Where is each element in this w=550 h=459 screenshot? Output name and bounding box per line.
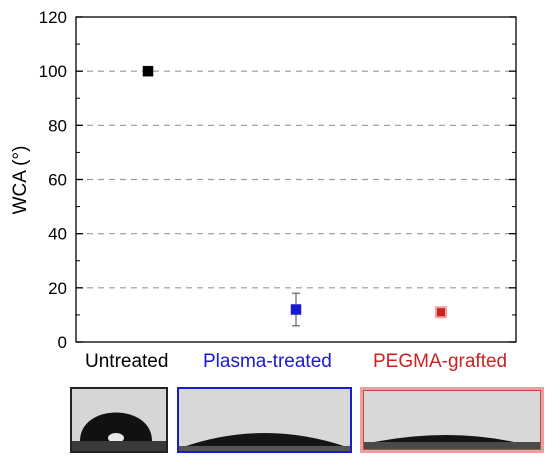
data-points: [142, 65, 447, 319]
y-tick-label: 20: [48, 279, 67, 298]
wca-chart: 0 20 40 60 80 100 120 WCA (°): [10, 8, 517, 350]
untreated-droplet-image: [72, 389, 166, 451]
y-tick-label: 120: [39, 8, 67, 27]
y-axis-ticks: 0 20 40 60 80 100 120: [39, 8, 516, 350]
data-point-plasma-treated: [290, 304, 302, 315]
category-label-pegma-grafted: PEGMA-grafted: [373, 351, 508, 372]
category-label-plasma-treated: Plasma-treated: [203, 351, 332, 372]
plasma-treated-droplet-photo: [177, 387, 352, 453]
data-point-untreated: [142, 65, 154, 77]
grid-lines: [76, 70, 516, 289]
y-tick-label: 60: [48, 171, 67, 190]
y-tick-label: 40: [48, 225, 67, 244]
pegma-grafted-droplet-image: [363, 390, 541, 450]
untreated-droplet-photo: [70, 387, 168, 453]
y-axis-label: WCA (°): [10, 146, 31, 215]
data-point-pegma-grafted: [435, 306, 447, 319]
category-label-untreated: Untreated: [85, 351, 169, 372]
pegma-grafted-droplet-photo: [360, 387, 544, 453]
error-bars: [292, 292, 445, 327]
y-tick-label: 0: [58, 333, 67, 350]
y-tick-label: 100: [39, 62, 67, 81]
plasma-treated-droplet-image: [179, 389, 350, 451]
y-tick-label: 80: [48, 116, 67, 135]
